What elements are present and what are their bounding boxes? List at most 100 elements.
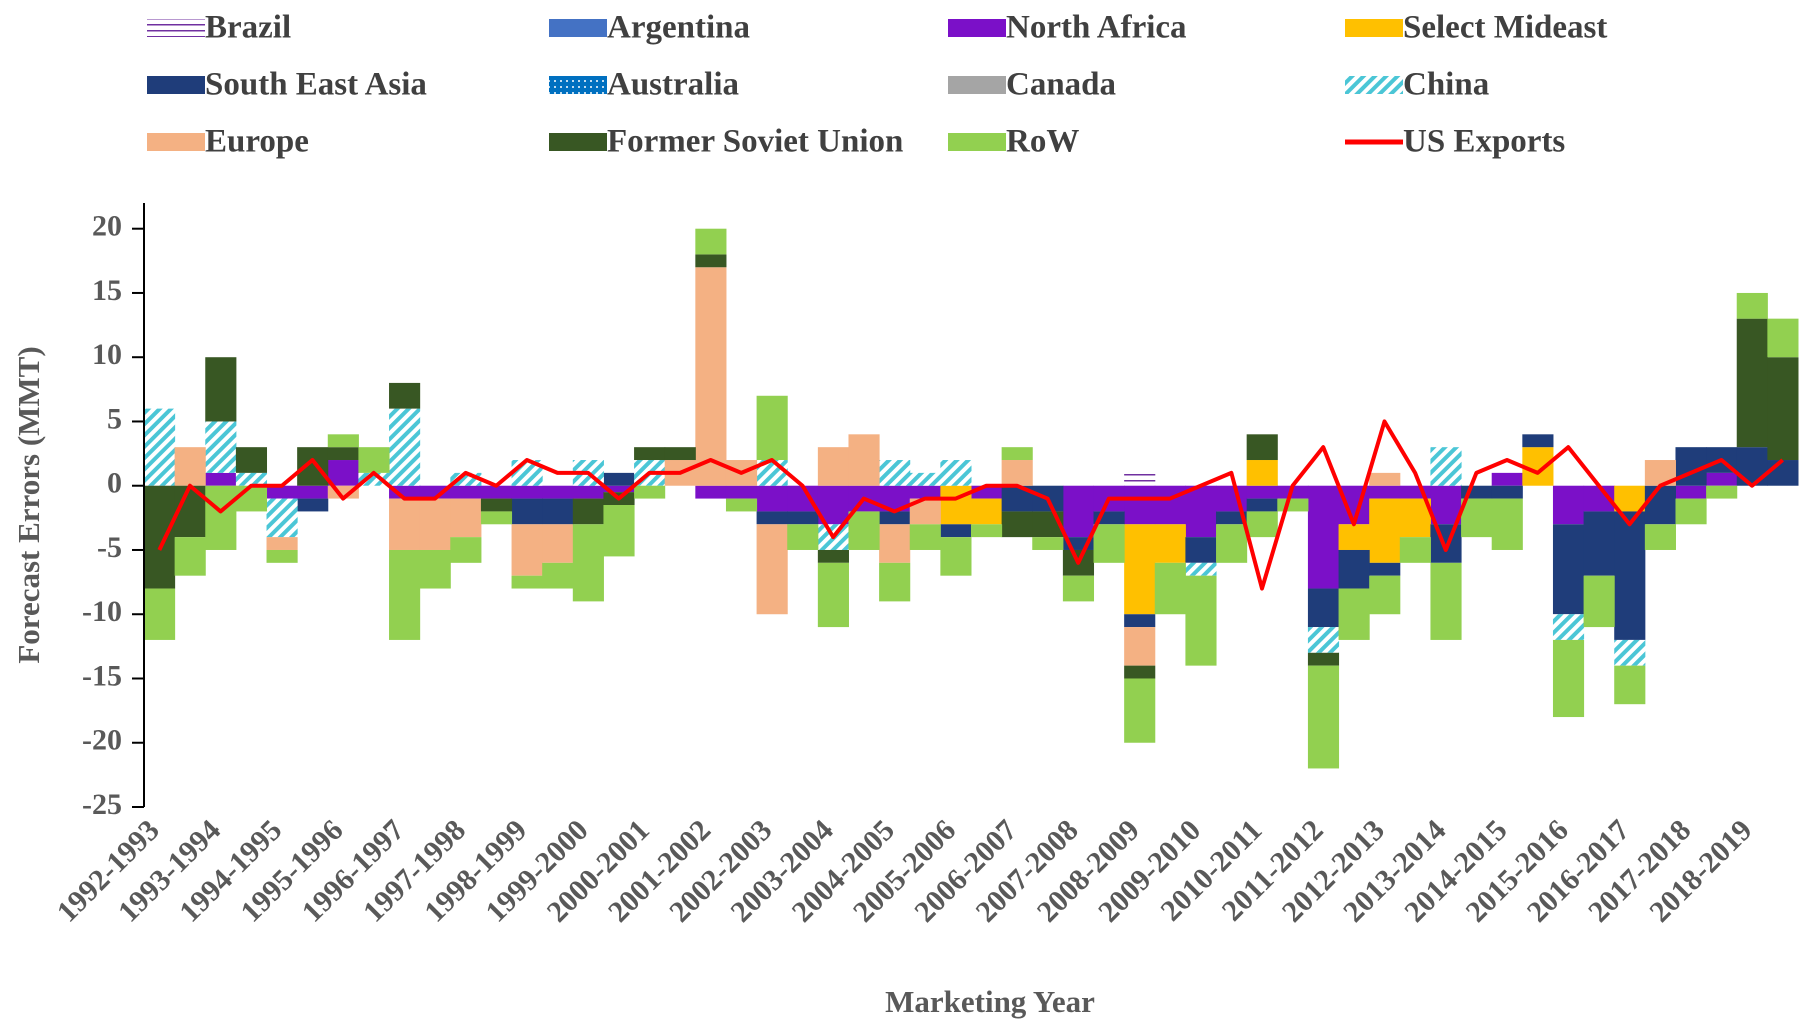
bar-segment — [1767, 460, 1799, 486]
bar-segment — [1185, 485, 1217, 538]
bar-segment — [1430, 524, 1462, 563]
bar-segment — [572, 524, 604, 602]
bar-segment — [1736, 318, 1768, 448]
bar-segment — [235, 447, 268, 473]
bar-segment — [1767, 318, 1799, 358]
bar-segment — [940, 485, 972, 525]
bar-segment — [1246, 498, 1278, 512]
legend-label: Europe — [205, 124, 309, 160]
bar-segment — [817, 549, 849, 563]
bar-segment — [511, 524, 543, 576]
y-tick-label: -5 — [97, 531, 122, 564]
legend-swatch — [549, 19, 607, 37]
bar-segment — [1154, 562, 1186, 615]
bar-segment — [389, 485, 421, 499]
legend-swatch — [147, 19, 205, 37]
bar-segment — [940, 524, 972, 538]
legend-swatch — [1345, 76, 1403, 94]
bar-segment — [1093, 524, 1125, 563]
legend-swatch — [948, 76, 1006, 94]
bar-segment — [1522, 434, 1554, 448]
bar-segment — [1430, 562, 1462, 640]
bar-segment — [1307, 485, 1340, 589]
bar-segment — [1124, 485, 1156, 525]
legend-swatch — [147, 133, 205, 151]
bar-segment — [144, 588, 176, 640]
bar-segment — [756, 485, 788, 512]
bar-segment — [205, 472, 237, 486]
bar-segment — [205, 421, 237, 473]
bar-segment — [1491, 498, 1523, 550]
bar-segment — [235, 472, 268, 486]
bar-segment — [1614, 485, 1646, 512]
bar-segment — [1307, 652, 1340, 666]
bar-segment — [1277, 498, 1309, 512]
y-tick-label: 10 — [92, 338, 122, 371]
bar-segment — [848, 511, 880, 550]
bar-segment — [542, 498, 574, 525]
bar-segment — [1583, 511, 1615, 576]
bar-segment — [1399, 537, 1431, 563]
bar-segment — [695, 254, 727, 268]
bar-segment — [266, 549, 298, 563]
bar-segment — [480, 511, 513, 525]
bar-segment — [511, 498, 543, 525]
bar-segment — [205, 485, 237, 550]
bar-segment — [542, 524, 574, 563]
bar-segment — [1216, 524, 1248, 563]
bar-segment — [389, 382, 421, 409]
bar-segment — [235, 485, 268, 512]
bar-segment — [144, 408, 176, 486]
bar-segment — [1338, 588, 1370, 640]
bar-segment — [419, 485, 451, 499]
bar-segment — [1307, 627, 1340, 653]
bar-segment — [1369, 472, 1401, 486]
bar-segment — [879, 460, 911, 486]
bar-segment — [266, 498, 298, 538]
bar-segment — [389, 549, 421, 640]
legend-swatch — [948, 19, 1006, 37]
bar-segment — [1369, 498, 1401, 563]
bar-segment — [1491, 472, 1523, 486]
bar-segment — [879, 511, 911, 525]
bar-segment — [1736, 292, 1768, 319]
bar-segment — [971, 524, 1003, 538]
bar-segment — [603, 505, 635, 557]
bar-segment — [1185, 537, 1217, 563]
bar-segment — [1062, 485, 1095, 538]
y-tick-label: -20 — [82, 724, 122, 757]
y-axis-title: Forecast Errors (MMT) — [11, 346, 46, 663]
legend-label: RoW — [1006, 124, 1079, 160]
bar-segment — [940, 537, 972, 576]
bar-segment — [1767, 357, 1799, 461]
bar-segment — [419, 498, 451, 550]
bar-segment — [1614, 665, 1646, 705]
legend-label: Canada — [1006, 67, 1116, 103]
bar-segment — [725, 485, 758, 499]
x-axis-title: Marketing Year — [885, 984, 1095, 1019]
bar-segment — [480, 485, 513, 499]
bar-segment — [1124, 472, 1156, 486]
bars — [144, 228, 1799, 769]
bar-segment — [450, 498, 482, 538]
bar-segment — [1154, 485, 1186, 525]
bar-segment — [542, 562, 574, 589]
bar-segment — [327, 447, 359, 461]
bar-segment — [1032, 537, 1064, 550]
bar-segment — [1124, 665, 1156, 679]
legend-label: Former Soviet Union — [607, 124, 903, 160]
y-tick-label: -15 — [82, 659, 122, 692]
bar-segment — [787, 511, 819, 525]
legend-label: Select Mideast — [1403, 10, 1607, 46]
bar-segment — [909, 485, 941, 499]
legend-label: Brazil — [205, 10, 291, 46]
bar-segment — [174, 447, 206, 486]
line — [157, 419, 1784, 591]
bar-segment — [909, 472, 941, 486]
y-tick-label: 20 — [92, 210, 122, 243]
bar-segment — [1246, 460, 1278, 486]
bar-segment — [756, 524, 788, 615]
legend-swatch — [948, 133, 1006, 151]
bar-segment — [1216, 511, 1248, 525]
bar-segment — [1124, 524, 1156, 615]
